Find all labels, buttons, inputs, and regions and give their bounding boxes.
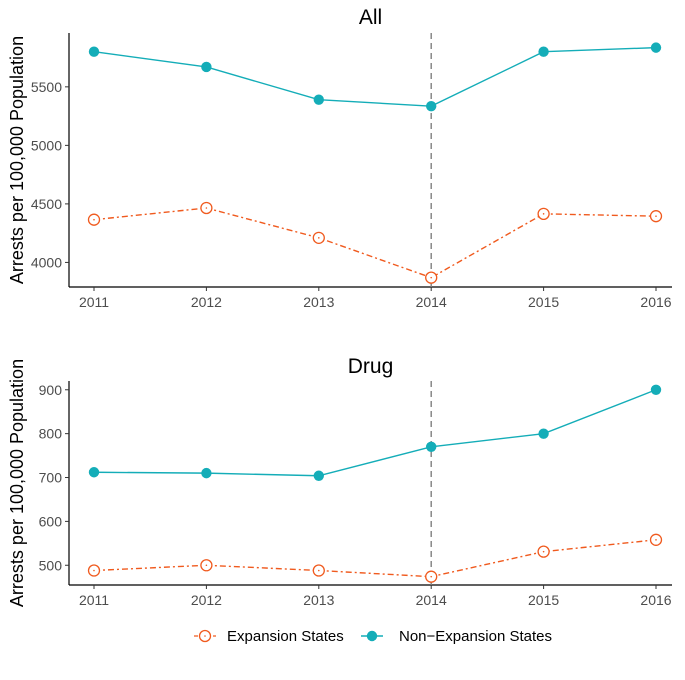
- data-point-non-expansion-states: [538, 428, 549, 439]
- legend-label: Expansion States: [227, 628, 344, 645]
- y-tick-label: 5000: [31, 137, 62, 153]
- data-point-center-expansion-states: [430, 276, 433, 279]
- data-point-center-expansion-states: [205, 207, 208, 209]
- y-tick-label: 700: [39, 470, 63, 486]
- x-tick-label: 2014: [416, 294, 447, 310]
- x-tick-label: 2011: [79, 592, 109, 608]
- x-tick-label: 2011: [79, 294, 109, 310]
- x-tick-label: 2015: [528, 294, 559, 310]
- x-tick-label: 2016: [640, 294, 671, 310]
- x-tick-label: 2013: [303, 294, 334, 310]
- data-point-non-expansion-states: [426, 100, 437, 112]
- x-tick-label: 2016: [640, 592, 671, 608]
- y-tick-label: 4000: [31, 254, 62, 270]
- data-point-non-expansion-states: [201, 467, 212, 479]
- panel-title: All: [359, 6, 382, 29]
- panel-all: All Arrests per 100,000 Population 4000 450…: [7, 6, 672, 310]
- y-axis-title: Arrests per 100,000 Population: [7, 359, 27, 607]
- data-point-non-expansion-states: [650, 42, 662, 53]
- data-point-non-expansion-states: [650, 384, 662, 395]
- x-tick-label: 2015: [528, 592, 559, 608]
- data-point-center-expansion-states: [430, 575, 433, 578]
- x-tick-label: 2012: [191, 294, 222, 310]
- x-tick-label: 2012: [191, 592, 222, 608]
- data-point-non-expansion-states: [201, 61, 212, 73]
- data-point-non-expansion-states: [313, 94, 324, 105]
- y-tick-label: 600: [39, 513, 63, 529]
- series-line-non-expansion-states: [93, 46, 657, 107]
- data-point-non-expansion-states: [313, 470, 324, 481]
- y-tick-label: 500: [39, 557, 63, 573]
- y-tick-label: 4500: [31, 196, 62, 212]
- data-point-center-expansion-states: [93, 569, 95, 572]
- y-tick-label: 900: [39, 382, 63, 398]
- data-point-center-expansion-states: [205, 564, 208, 567]
- data-point-center-expansion-states: [93, 218, 95, 221]
- data-point-non-expansion-states: [426, 441, 437, 453]
- x-tick-label: 2014: [416, 592, 447, 608]
- series-line-non-expansion-states: [93, 389, 657, 477]
- data-point-center-expansion-states: [542, 213, 545, 215]
- data-point-non-expansion-states: [88, 46, 100, 57]
- legend-label: Non−Expansion States: [399, 628, 552, 645]
- series-line-expansion-states: [93, 539, 657, 578]
- data-point-center-expansion-states: [318, 569, 320, 572]
- legend: Expansion States Non−Expansion States: [194, 628, 552, 645]
- panel-title: Drug: [348, 355, 394, 378]
- data-point-center-expansion-states: [542, 550, 545, 553]
- data-point-center-expansion-states: [655, 215, 657, 217]
- legend-open-circle-center-icon: [204, 635, 206, 637]
- data-point-center-expansion-states: [655, 539, 657, 541]
- y-axis-title: Arrests per 100,000 Population: [7, 36, 27, 284]
- data-point-non-expansion-states: [88, 467, 100, 478]
- y-tick-label: 5500: [31, 79, 62, 95]
- panel-drug: Drug Arrests per 100,000 Population 500 600…: [7, 355, 672, 608]
- series-line-expansion-states: [93, 207, 657, 279]
- legend-filled-circle-icon: [366, 630, 378, 642]
- data-point-center-expansion-states: [318, 237, 320, 239]
- data-point-non-expansion-states: [538, 46, 549, 57]
- y-tick-label: 800: [39, 426, 63, 442]
- x-tick-label: 2013: [303, 592, 334, 608]
